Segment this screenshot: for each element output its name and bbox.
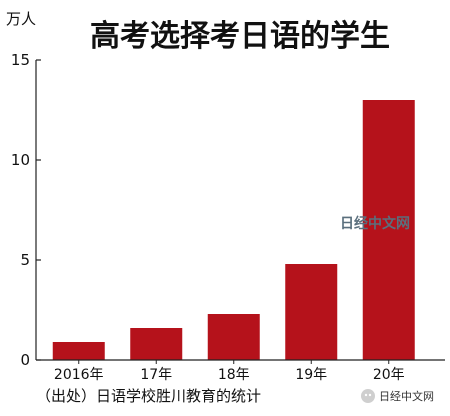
bar-4	[362, 100, 415, 360]
y-tick-label: 5	[20, 251, 30, 269]
chart-title: 高考选择考日语的学生	[90, 19, 390, 54]
y-tick-label: 0	[20, 351, 30, 369]
bar-0	[52, 342, 105, 360]
watermark-center: 日经中文网	[340, 215, 410, 232]
y-unit-label: 万人	[6, 10, 36, 28]
bar-2	[207, 314, 260, 360]
y-tick-label: 15	[11, 51, 30, 69]
x-category-label: 20年	[373, 367, 405, 383]
source-note: （出处）日语学校胜川教育的统计	[36, 387, 261, 405]
watermark-bottom: 日经中文网	[361, 389, 434, 403]
x-category-label: 19年	[295, 367, 327, 383]
y-tick-label: 10	[11, 151, 30, 169]
x-category-label: 17年	[140, 367, 172, 383]
x-category-label: 18年	[218, 367, 250, 383]
x-categories-group: 2016年 17年 18年 19年 20年	[54, 360, 405, 383]
watermark-bottom-text: 日经中文网	[379, 389, 434, 403]
wechat-icon	[361, 389, 375, 403]
bar-3	[285, 264, 338, 360]
bars-group	[52, 100, 415, 360]
x-category-label: 2016年	[54, 367, 104, 383]
bar-1	[130, 328, 183, 360]
